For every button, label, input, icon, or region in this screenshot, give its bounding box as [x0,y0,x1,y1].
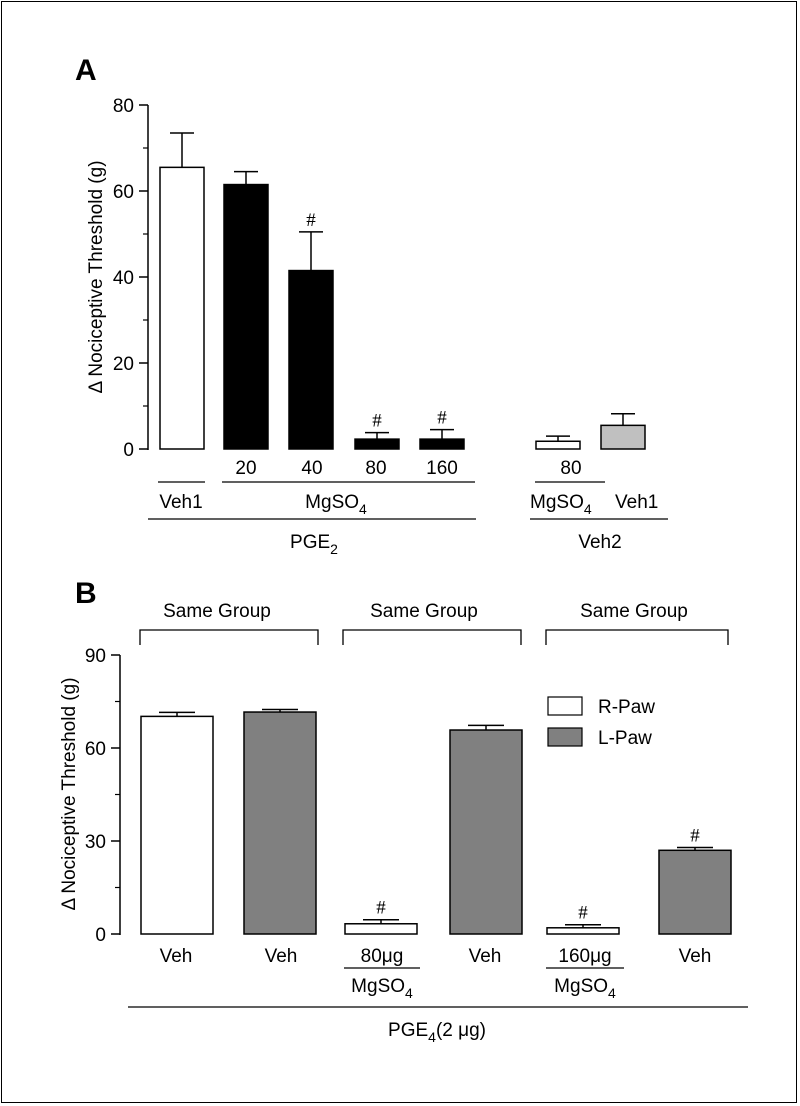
mgso4-160-sub: 4 [608,985,616,1001]
same-group-bracket [342,629,522,645]
bar [344,923,418,935]
veh2-label: Veh2 [578,532,621,553]
mgso4-160-main: MgSO [554,976,608,997]
bar [223,183,269,450]
pge4-label: PGE4(2 μg) [388,1020,486,1045]
dose-label: 40 [301,458,322,479]
significance-mark: # [376,898,386,919]
mgso4-label-160: MgSO4 [554,976,616,1001]
pge4-main: PGE [388,1020,428,1041]
bar [140,715,214,935]
y-tick-label: 40 [113,268,134,289]
panel-b-y-axis-title: Δ Nociceptive Threshold (g) [59,677,80,910]
same-group-label: Same Group [580,601,688,622]
dose-label-right: 80 [560,458,581,479]
panel-a-y-axis-title: Δ Nociceptive Threshold (g) [86,160,107,393]
y-tick-label: 20 [113,354,134,375]
legend: R-Paw L-Paw [547,696,655,749]
significance-mark: # [372,411,382,432]
pge2-main: PGE [290,532,330,553]
dose-label: 160 [426,458,458,479]
bar [288,269,334,450]
y-tick-label: 0 [95,925,106,946]
mgso4-80-sub: 4 [405,985,413,1001]
mgso4-label-80: MgSO4 [351,976,413,1001]
bar [600,424,646,450]
bar [243,711,317,935]
bar [535,440,581,450]
significance-mark: # [306,210,316,231]
y-tick-label: 60 [113,182,134,203]
bar [419,438,465,450]
category-label: 160μg [558,946,611,967]
mgso4-label: MgSO4 [305,492,367,517]
significance-mark: # [437,408,447,429]
pge2-label: PGE2 [290,532,338,557]
dose-label: 80 [365,458,386,479]
bar [449,729,523,935]
panel-b-chart: Δ Nociceptive Threshold (g) 0 30 60 90 Same… [59,601,748,1045]
category-label: Veh [679,946,712,967]
bar [546,927,620,935]
category-label: Veh [469,946,502,967]
same-group-bracket [545,629,729,645]
mgso4-right-main: MgSO [530,492,584,513]
panel-a-chart: Δ Nociceptive Threshold (g) 0 20 40 60 80 # #… [86,96,668,557]
same-group-label: Same Group [370,601,478,622]
same-group-bracket [139,629,319,645]
mgso4-label-main: MgSO [305,492,359,513]
significance-mark: # [578,903,588,924]
category-label: Veh [265,946,298,967]
mgso4-right-label: MgSO4 [530,492,592,517]
mgso4-80-main: MgSO [351,976,405,997]
veh1-right-label: Veh1 [615,492,658,513]
category-label: Veh [160,946,193,967]
pge4-suffix: (2 μg) [436,1020,486,1041]
legend-label-r-paw: R-Paw [598,697,655,718]
significance-mark: # [690,826,700,847]
legend-label-l-paw: L-Paw [598,728,652,749]
y-tick-label: 30 [85,832,106,853]
y-tick-label: 90 [85,646,106,667]
panel-b-letter: B [75,577,97,610]
y-tick-label: 80 [113,96,134,117]
dose-label: 20 [235,458,256,479]
mgso4-right-sub: 4 [584,501,592,517]
bar [658,849,732,935]
bar [159,166,205,450]
legend-swatch-r-paw [547,696,583,716]
pge4-sub: 4 [428,1029,436,1045]
bar [354,438,400,450]
mgso4-label-sub: 4 [359,501,367,517]
pge2-sub: 2 [330,541,338,557]
same-group-label: Same Group [163,601,271,622]
y-tick-label: 60 [85,739,106,760]
panel-a-letter: A [75,54,97,87]
legend-swatch-l-paw [547,727,583,747]
y-tick-label: 0 [123,440,134,461]
category-label: 80μg [361,946,404,967]
veh1-label: Veh1 [159,492,202,513]
